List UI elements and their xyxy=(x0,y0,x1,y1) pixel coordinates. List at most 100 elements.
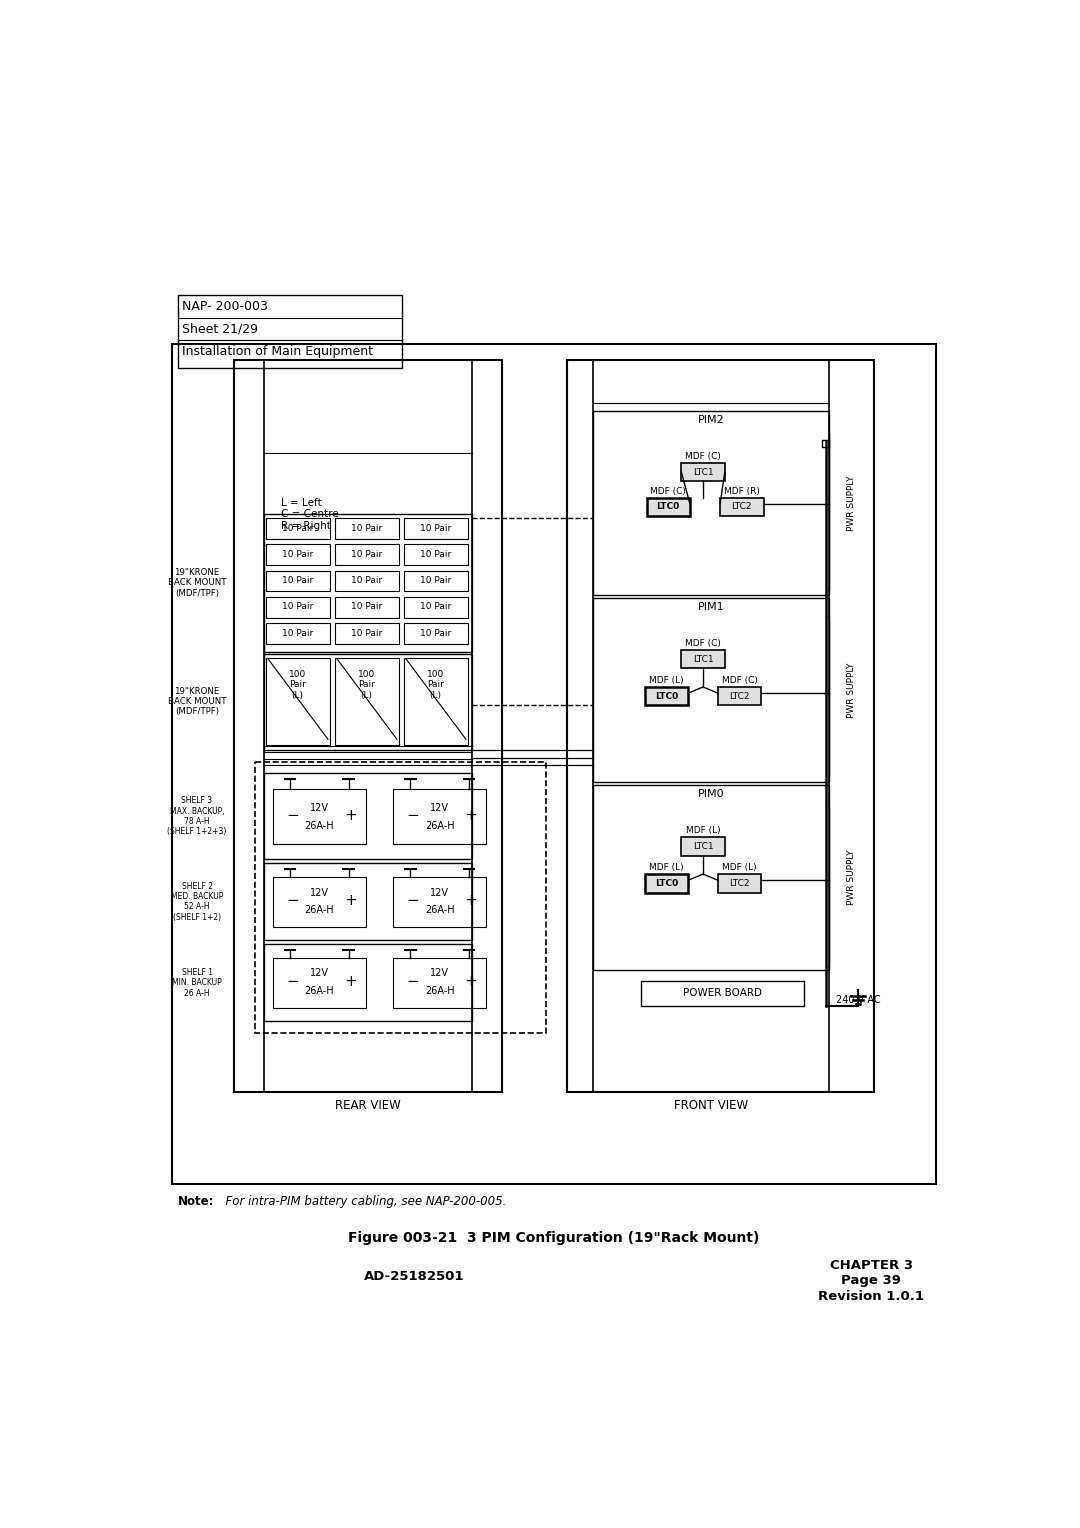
Text: 26A-H: 26A-H xyxy=(305,986,335,996)
Text: MDF (C): MDF (C) xyxy=(721,677,757,685)
Bar xyxy=(335,623,400,643)
Text: L = Left
C = Centre
R = Right: L = Left C = Centre R = Right xyxy=(281,498,338,532)
Text: 100
Pair
(L): 100 Pair (L) xyxy=(427,669,444,700)
Text: 26A-H: 26A-H xyxy=(305,905,335,915)
Bar xyxy=(681,837,725,856)
Bar xyxy=(822,440,829,448)
Text: 10 Pair: 10 Pair xyxy=(282,576,313,585)
Bar xyxy=(593,411,828,596)
Text: NAP- 200-003: NAP- 200-003 xyxy=(183,299,268,313)
Text: LTC0: LTC0 xyxy=(657,503,679,512)
Text: +: + xyxy=(464,973,477,989)
Bar xyxy=(273,877,366,927)
Bar xyxy=(404,518,469,539)
Text: POWER BOARD: POWER BOARD xyxy=(683,989,762,998)
Bar xyxy=(264,863,472,940)
Text: 10 Pair: 10 Pair xyxy=(420,602,451,611)
Text: SHELF 3
MAX. BACKUP,
78 A-H
(SHELF 1+2+3): SHELF 3 MAX. BACKUP, 78 A-H (SHELF 1+2+3… xyxy=(167,796,227,836)
Text: PWR SUPPLY: PWR SUPPLY xyxy=(847,850,855,905)
Text: 100
Pair
(L): 100 Pair (L) xyxy=(359,669,376,700)
Text: 10 Pair: 10 Pair xyxy=(351,576,382,585)
Text: 19"KRONE
BACK MOUNT
(MDF/TPF): 19"KRONE BACK MOUNT (MDF/TPF) xyxy=(167,686,226,717)
Text: PIM0: PIM0 xyxy=(698,788,724,799)
Text: 26A-H: 26A-H xyxy=(424,821,455,831)
Text: 12V: 12V xyxy=(310,888,329,897)
Text: −: − xyxy=(286,973,299,989)
Bar xyxy=(393,958,486,1008)
Text: 10 Pair: 10 Pair xyxy=(420,524,451,533)
Bar xyxy=(335,544,400,565)
Bar xyxy=(404,544,469,565)
Text: 10 Pair: 10 Pair xyxy=(351,550,382,559)
Bar xyxy=(645,874,688,892)
Text: −: − xyxy=(406,973,419,989)
Text: Sheet 21/29: Sheet 21/29 xyxy=(183,322,258,335)
Bar xyxy=(718,688,761,706)
Text: −: − xyxy=(406,892,419,908)
Text: MDF (R): MDF (R) xyxy=(724,487,759,497)
Bar xyxy=(266,518,330,539)
Text: 10 Pair: 10 Pair xyxy=(351,602,382,611)
Text: REAR VIEW: REAR VIEW xyxy=(335,1099,401,1112)
Text: +: + xyxy=(345,808,356,824)
Bar xyxy=(593,597,828,782)
Bar xyxy=(234,361,501,1093)
Text: SHELF 1
MIN. BACKUP
26 A-H: SHELF 1 MIN. BACKUP 26 A-H xyxy=(172,967,221,998)
Text: LTC0: LTC0 xyxy=(656,879,678,888)
Text: 10 Pair: 10 Pair xyxy=(420,576,451,585)
Text: +: + xyxy=(464,808,477,824)
Text: PWR SUPPLY: PWR SUPPLY xyxy=(847,662,855,718)
Text: MDF (L): MDF (L) xyxy=(686,827,720,836)
Bar xyxy=(266,657,330,744)
Bar xyxy=(273,788,366,843)
Text: CHAPTER 3: CHAPTER 3 xyxy=(829,1259,913,1271)
Bar xyxy=(273,958,366,1008)
Bar xyxy=(404,570,469,591)
Text: +: + xyxy=(464,892,477,908)
Text: LTC2: LTC2 xyxy=(731,503,752,512)
Text: 10 Pair: 10 Pair xyxy=(420,550,451,559)
Text: FRONT VIEW: FRONT VIEW xyxy=(674,1099,747,1112)
Text: PWR SUPPLY: PWR SUPPLY xyxy=(847,475,855,530)
Text: 12V: 12V xyxy=(310,969,329,978)
Text: PIM1: PIM1 xyxy=(698,602,724,611)
Text: 12V: 12V xyxy=(430,888,449,897)
Bar xyxy=(172,344,935,1184)
Text: MDF (L): MDF (L) xyxy=(649,677,684,685)
Text: MDF (C): MDF (C) xyxy=(685,639,721,648)
Text: For intra-PIM battery cabling, see NAP-200-005.: For intra-PIM battery cabling, see NAP-2… xyxy=(218,1195,507,1207)
Bar xyxy=(177,295,403,368)
Text: +: + xyxy=(345,892,356,908)
Bar xyxy=(404,623,469,643)
Bar xyxy=(266,570,330,591)
Text: LTC2: LTC2 xyxy=(729,692,750,701)
Text: 12V: 12V xyxy=(430,802,449,813)
Text: 100
Pair
(L): 100 Pair (L) xyxy=(289,669,307,700)
Text: 12V: 12V xyxy=(310,802,329,813)
Text: −: − xyxy=(286,808,299,824)
Bar xyxy=(567,361,874,1093)
Text: 12V: 12V xyxy=(430,969,449,978)
Bar xyxy=(266,623,330,643)
Bar xyxy=(681,649,725,668)
Bar xyxy=(264,944,472,1021)
Text: 10 Pair: 10 Pair xyxy=(282,524,313,533)
Text: MDF (L): MDF (L) xyxy=(649,863,684,872)
Text: 10 Pair: 10 Pair xyxy=(351,628,382,637)
Text: −: − xyxy=(286,892,299,908)
Text: Note:: Note: xyxy=(177,1195,214,1207)
Bar xyxy=(335,597,400,617)
Text: LTC1: LTC1 xyxy=(692,842,714,851)
Text: 240 V AC: 240 V AC xyxy=(836,995,880,1005)
Bar xyxy=(404,597,469,617)
Text: LTC1: LTC1 xyxy=(692,654,714,663)
Text: SHELF 2
MED. BACKUP
52 A-H
(SHELF 1+2): SHELF 2 MED. BACKUP 52 A-H (SHELF 1+2) xyxy=(171,882,224,921)
Bar xyxy=(264,773,472,859)
Text: 10 Pair: 10 Pair xyxy=(351,524,382,533)
Text: Installation of Main Equipment: Installation of Main Equipment xyxy=(183,345,374,359)
Text: −: − xyxy=(406,808,419,824)
Text: 10 Pair: 10 Pair xyxy=(282,550,313,559)
Bar xyxy=(266,544,330,565)
Text: Revision 1.0.1: Revision 1.0.1 xyxy=(819,1290,924,1302)
Bar xyxy=(335,657,400,744)
